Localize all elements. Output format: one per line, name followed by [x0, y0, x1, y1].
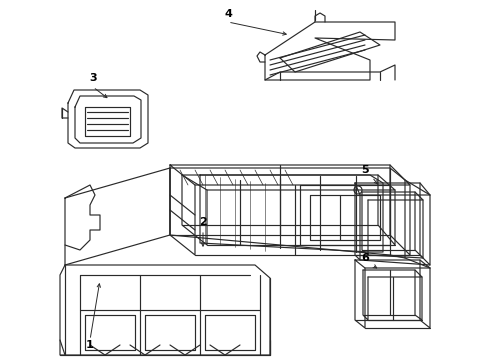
Text: 3: 3 [89, 73, 97, 83]
Text: 1: 1 [86, 340, 94, 350]
Text: 2: 2 [199, 217, 207, 227]
Text: 6: 6 [361, 253, 369, 263]
Text: 5: 5 [361, 165, 369, 175]
Text: 4: 4 [224, 9, 232, 19]
